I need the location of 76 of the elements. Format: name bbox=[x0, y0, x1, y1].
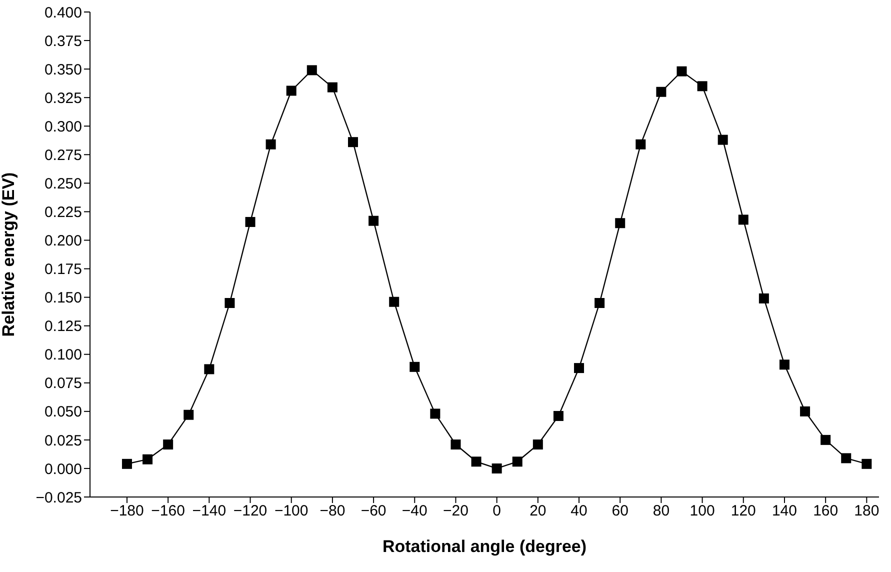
x-tick-label: 180 bbox=[854, 502, 880, 520]
point bbox=[615, 218, 626, 228]
x-axis-title: Rotational angle (degree) bbox=[382, 537, 587, 556]
y-tick-label: −0.025 bbox=[36, 489, 82, 506]
point bbox=[492, 463, 502, 474]
x-tick-label: 160 bbox=[813, 502, 838, 520]
point bbox=[471, 456, 482, 467]
point bbox=[697, 81, 708, 92]
y-tick-label: 0.000 bbox=[44, 460, 82, 478]
point bbox=[306, 65, 317, 76]
point bbox=[266, 139, 276, 150]
x-tick-label: −20 bbox=[443, 502, 468, 520]
point bbox=[841, 453, 852, 464]
point bbox=[758, 293, 769, 304]
point bbox=[820, 434, 831, 445]
y-tick-label: 0.300 bbox=[44, 118, 82, 136]
point bbox=[122, 458, 132, 469]
point bbox=[512, 456, 522, 467]
x-tick-label: 20 bbox=[530, 502, 546, 520]
y-tick-label: 0.400 bbox=[44, 4, 82, 22]
point bbox=[718, 134, 728, 145]
x-tick-label: 40 bbox=[570, 502, 588, 520]
point bbox=[450, 440, 461, 450]
y-tick-label: 0.075 bbox=[44, 375, 82, 392]
y-tick-label: 0.050 bbox=[44, 404, 82, 421]
x-tick-label: −60 bbox=[360, 502, 386, 520]
x-tick-label: −80 bbox=[320, 502, 346, 520]
x-tick-label: −160 bbox=[151, 502, 185, 520]
point bbox=[800, 406, 810, 416]
point bbox=[430, 408, 440, 419]
y-tick-label: 0.325 bbox=[44, 90, 82, 107]
point bbox=[224, 298, 235, 308]
x-tick-label: −100 bbox=[274, 502, 308, 520]
y-tick-label: 0.200 bbox=[44, 232, 82, 250]
y-tick-label: 0.375 bbox=[44, 32, 82, 50]
x-tick-label: −120 bbox=[233, 502, 268, 520]
y-tick-label: 0.125 bbox=[44, 318, 82, 336]
x-tick-label: 60 bbox=[612, 502, 628, 520]
x-tick-label: 100 bbox=[690, 502, 715, 520]
x-tick-label: −40 bbox=[402, 502, 428, 520]
point bbox=[142, 454, 153, 464]
x-tick-label: 140 bbox=[772, 502, 797, 520]
point bbox=[348, 137, 358, 148]
y-tick-label: 0.025 bbox=[44, 432, 82, 450]
x-tick-label: 120 bbox=[730, 502, 756, 520]
point bbox=[327, 82, 338, 92]
y-tick-label: 0.275 bbox=[44, 146, 82, 164]
point bbox=[245, 216, 256, 227]
y-tick-label: 0.150 bbox=[44, 290, 82, 307]
x-tick-label: 80 bbox=[652, 502, 670, 520]
point bbox=[204, 364, 214, 374]
point bbox=[594, 298, 605, 308]
point bbox=[184, 410, 194, 420]
point bbox=[389, 296, 400, 307]
point bbox=[779, 360, 790, 370]
y-axis-title: Relative energy (EV) bbox=[0, 172, 18, 337]
y-tick-label: 0.175 bbox=[44, 261, 82, 278]
point bbox=[636, 139, 646, 150]
point bbox=[676, 66, 687, 76]
y-tick-label: 0.250 bbox=[44, 176, 82, 192]
y-tick-label: 0.225 bbox=[44, 204, 82, 222]
point bbox=[163, 440, 174, 450]
point bbox=[286, 86, 296, 96]
x-tick-label: −180 bbox=[110, 502, 144, 520]
x-tick-label: 0 bbox=[492, 502, 501, 520]
point bbox=[553, 410, 564, 421]
point bbox=[574, 363, 584, 374]
x-tick-label: −140 bbox=[192, 502, 226, 520]
y-tick-label: 0.100 bbox=[44, 346, 82, 364]
point bbox=[368, 216, 379, 226]
point bbox=[656, 86, 666, 97]
point bbox=[738, 214, 748, 225]
y-tick-label: 0.350 bbox=[44, 61, 82, 78]
point bbox=[862, 458, 872, 469]
point bbox=[532, 440, 543, 450]
point bbox=[410, 362, 420, 372]
